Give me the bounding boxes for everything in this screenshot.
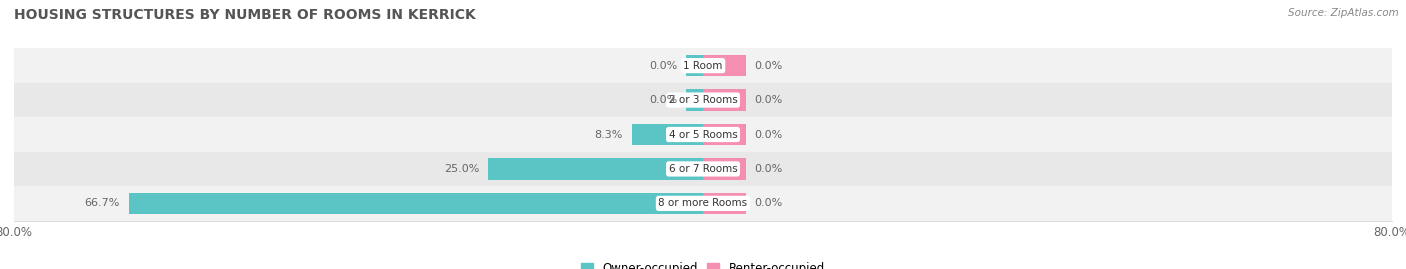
Bar — [703, 158, 747, 180]
Bar — [703, 89, 747, 111]
Text: 1 Room: 1 Room — [683, 61, 723, 71]
Bar — [128, 193, 703, 214]
Bar — [686, 55, 703, 76]
Bar — [686, 89, 703, 111]
Text: 0.0%: 0.0% — [650, 95, 678, 105]
Bar — [703, 55, 747, 76]
Text: 0.0%: 0.0% — [755, 164, 783, 174]
Text: 25.0%: 25.0% — [444, 164, 479, 174]
Text: 0.0%: 0.0% — [755, 198, 783, 208]
Bar — [631, 124, 703, 145]
Text: 0.0%: 0.0% — [650, 61, 678, 71]
Text: 0.0%: 0.0% — [755, 95, 783, 105]
Bar — [488, 158, 703, 180]
Text: 66.7%: 66.7% — [84, 198, 120, 208]
Text: 0.0%: 0.0% — [755, 129, 783, 140]
Bar — [14, 48, 1392, 83]
Bar — [14, 83, 1392, 117]
Bar — [14, 152, 1392, 186]
Text: 8 or more Rooms: 8 or more Rooms — [658, 198, 748, 208]
Text: 2 or 3 Rooms: 2 or 3 Rooms — [669, 95, 737, 105]
Text: 4 or 5 Rooms: 4 or 5 Rooms — [669, 129, 737, 140]
Text: 0.0%: 0.0% — [755, 61, 783, 71]
Text: Source: ZipAtlas.com: Source: ZipAtlas.com — [1288, 8, 1399, 18]
Text: HOUSING STRUCTURES BY NUMBER OF ROOMS IN KERRICK: HOUSING STRUCTURES BY NUMBER OF ROOMS IN… — [14, 8, 475, 22]
Legend: Owner-occupied, Renter-occupied: Owner-occupied, Renter-occupied — [581, 262, 825, 269]
Bar — [14, 117, 1392, 152]
Text: 8.3%: 8.3% — [595, 129, 623, 140]
Bar — [703, 193, 747, 214]
Bar — [703, 124, 747, 145]
Bar — [14, 186, 1392, 221]
Text: 6 or 7 Rooms: 6 or 7 Rooms — [669, 164, 737, 174]
